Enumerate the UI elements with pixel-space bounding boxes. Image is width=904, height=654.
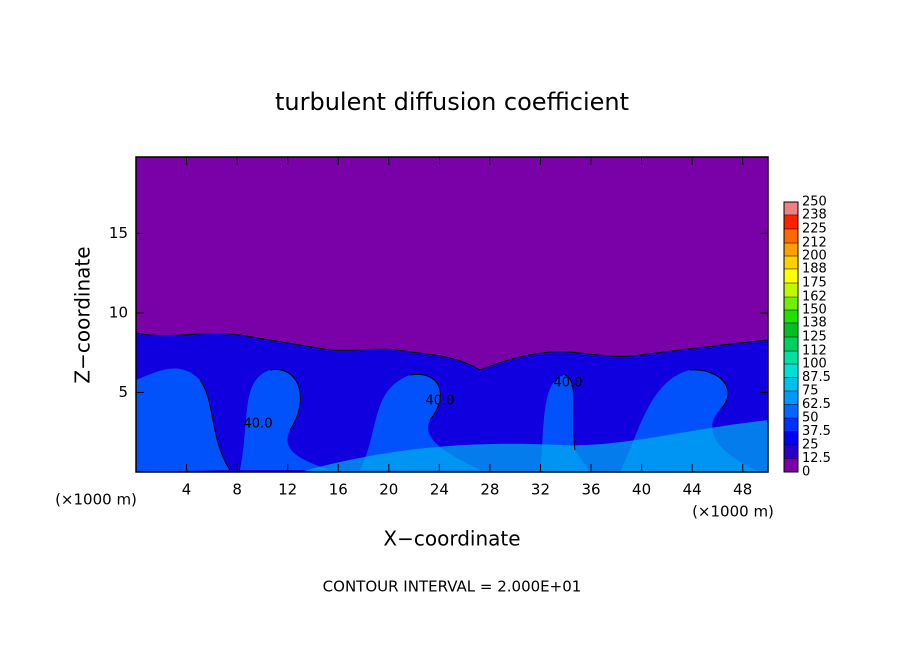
colorbar-label: 62.5 <box>802 397 831 412</box>
x-tick-label: 32 <box>531 481 550 499</box>
colorbar-band <box>784 458 798 472</box>
colorbar-band <box>784 297 798 310</box>
x-unit-label: (×1000 m) <box>692 503 774 521</box>
colorbar-label: 37.5 <box>802 424 831 439</box>
x-tick-label: 48 <box>733 481 752 499</box>
colorbar-band <box>784 214 798 229</box>
x-tick-label: 20 <box>379 481 398 499</box>
colorbar-label: 12.5 <box>802 451 831 466</box>
x-axis-label: X−coordinate <box>383 527 520 551</box>
colorbar-label: 112 <box>802 344 827 359</box>
colorbar-band <box>784 377 798 391</box>
colorbar-band <box>784 322 798 337</box>
field-eddies <box>136 368 760 472</box>
colorbar-label: 125 <box>802 330 827 345</box>
plot-frame <box>135 156 769 473</box>
x-tick-label: 36 <box>581 481 600 499</box>
x-tick-label: 12 <box>278 481 297 499</box>
colorbar-label: 238 <box>802 207 827 222</box>
x-tick-label: 8 <box>232 481 242 499</box>
x-tick-label: 40 <box>632 481 651 499</box>
colorbar-band <box>784 418 798 432</box>
x-tick-label: 24 <box>430 481 449 499</box>
contour-line <box>136 332 768 371</box>
y-tick-label: 5 <box>118 383 128 401</box>
colorbar-label: 188 <box>802 261 827 276</box>
colorbar-band <box>784 268 798 283</box>
colorbar-band <box>784 229 798 244</box>
y-tick-label: 15 <box>109 224 128 242</box>
colorbar-label: 50 <box>802 411 819 426</box>
field <box>136 157 768 472</box>
colorbar-band <box>784 351 798 364</box>
colorbar-band <box>784 283 798 298</box>
colorbar-label: 138 <box>802 315 827 330</box>
colorbar-label: 175 <box>802 276 827 291</box>
colorbar-band <box>784 310 798 323</box>
field-turbulent-layer <box>136 333 768 472</box>
colorbar-label: 212 <box>802 236 827 251</box>
x-tick-label: 16 <box>329 481 348 499</box>
colorbar-band <box>784 404 798 418</box>
colorbar-band <box>784 337 798 352</box>
y-unit-label: (×1000 m) <box>55 491 137 509</box>
colorbar-band <box>784 256 798 269</box>
contour-label: 40.0 <box>554 376 583 391</box>
colorbar-label: 250 <box>802 195 827 210</box>
colorbar-label: 100 <box>802 357 827 372</box>
contour-label: 40.0 <box>426 394 455 409</box>
colorbar-label: 200 <box>802 249 827 264</box>
field-surface-layer <box>300 420 768 472</box>
x-tick-label: 44 <box>683 481 702 499</box>
colorbar-band <box>784 445 798 459</box>
colorbar-label: 75 <box>802 384 819 399</box>
colorbar-label: 162 <box>802 290 827 305</box>
colorbar-label: 87.5 <box>802 370 831 385</box>
y-axis-label: Z−coordinate <box>71 246 95 383</box>
chart-title: turbulent diffusion coefficient <box>275 88 629 116</box>
x-tick-label: 4 <box>182 481 192 499</box>
colorbar-label: 25 <box>802 438 819 453</box>
colorbar-band <box>784 202 798 215</box>
colorbar-label: 0 <box>802 465 810 480</box>
x-tick-label: 28 <box>480 481 499 499</box>
colorbar-band <box>784 431 798 445</box>
y-tick-label: 10 <box>109 303 128 321</box>
colorbar-band <box>784 243 798 256</box>
colorbar-label: 225 <box>802 222 827 237</box>
contour-line <box>199 369 729 471</box>
contour-interval-note: CONTOUR INTERVAL = 2.000E+01 <box>323 578 582 596</box>
colorbar-band <box>784 364 798 378</box>
colorbar-label: 150 <box>802 303 827 318</box>
colorbar-band <box>784 391 798 405</box>
contour-label: 40.0 <box>244 417 273 432</box>
